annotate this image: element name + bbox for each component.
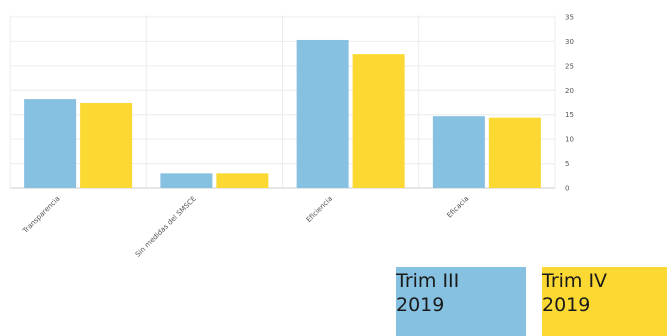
y-tick-label: 30 xyxy=(565,38,574,46)
x-tick-label: Eficiencia xyxy=(305,195,334,224)
bar xyxy=(352,54,405,189)
x-tick-label: Eficacia xyxy=(445,195,470,220)
y-tick-label: 15 xyxy=(565,111,574,119)
legend-label-line2: 2019 xyxy=(542,294,591,316)
y-tick-label: 25 xyxy=(565,62,574,70)
bar xyxy=(24,99,77,188)
bar xyxy=(488,117,541,188)
legend-label-line1: Trim IV xyxy=(542,270,608,292)
legend-label-line2: 2019 xyxy=(396,294,445,316)
bar xyxy=(296,39,349,188)
bar xyxy=(216,173,269,188)
x-tick-label: Transparencia xyxy=(21,195,62,236)
y-tick-label: 0 xyxy=(565,185,569,193)
x-tick-label: Sin medidas del SMSCE xyxy=(134,195,198,259)
y-tick-label: 10 xyxy=(565,136,574,144)
legend-label-line1: Trim III xyxy=(396,270,460,292)
bar xyxy=(160,173,213,188)
y-tick-label: 5 xyxy=(565,160,569,168)
y-tick-label: 35 xyxy=(565,14,574,22)
bar xyxy=(80,102,133,188)
legend-item-trim-iv-2019[interactable]: Trim IV 2019 xyxy=(542,267,667,336)
y-tick-label: 20 xyxy=(565,87,574,95)
bar xyxy=(432,116,485,188)
legend-item-trim-iii-2019[interactable]: Trim III 2019 xyxy=(396,267,526,336)
